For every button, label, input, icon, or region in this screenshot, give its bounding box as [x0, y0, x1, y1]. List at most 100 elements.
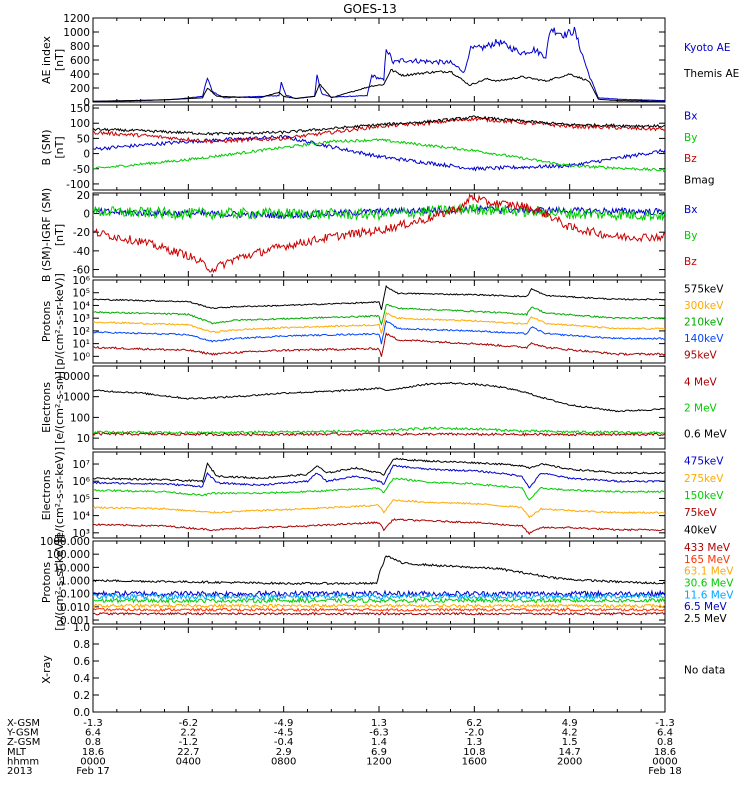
series-63-1-mev: [93, 603, 665, 609]
legend-275kev: 275keV: [684, 473, 724, 485]
table-cell: 18.6: [82, 747, 104, 758]
series-95kev: [93, 331, 665, 357]
y-tick-label: 1.000: [60, 576, 90, 588]
y-axis-unit: [p/(cm²-s-sr-keV)]: [53, 273, 66, 370]
y-tick-label: 1200: [63, 13, 90, 25]
y-tick-label: 10⁵: [72, 493, 90, 505]
series-group: [93, 381, 665, 437]
series-bx: [93, 134, 665, 172]
y-axis-label: Electrons: [40, 382, 53, 433]
series-210kev: [93, 303, 665, 326]
series-by: [93, 202, 665, 222]
y-axis-label: Electrons: [40, 469, 53, 520]
y-axis-unit: [nT]: [53, 224, 66, 246]
panel-frame: [92, 104, 666, 191]
legend-63-1-mev: 63.1 MeV: [684, 566, 734, 578]
legend-575kev: 575keV: [684, 283, 724, 295]
y-axis-unit: [nT]: [53, 136, 66, 158]
legend-bx: Bx: [684, 204, 697, 216]
y-tick-label: 20: [77, 190, 90, 202]
series-bmag: [93, 115, 665, 136]
table-row-label: Y-GSM: [6, 728, 39, 739]
table-row-label: MLT: [7, 747, 27, 758]
legend-4-mev: 4 MeV: [684, 377, 718, 389]
y-tick-label: 100.000: [47, 549, 90, 561]
series-11-6-mev: [93, 592, 665, 601]
y-tick-label: -60: [73, 265, 90, 277]
series-40kev: [93, 457, 665, 484]
y-tick-label: 10⁰: [72, 351, 90, 363]
legend-75kev: 75keV: [684, 507, 718, 519]
table-cell: -1.3: [83, 718, 103, 729]
series-themis-ae: [93, 68, 665, 102]
y-tick-label: 0: [83, 149, 90, 161]
table-cell: -1.3: [655, 718, 675, 729]
table-cell: -6.2: [179, 718, 199, 729]
y-tick-label: 800: [70, 41, 90, 53]
table-cell: Feb 18: [648, 766, 682, 777]
table-cell: 1.3: [466, 737, 482, 748]
legend-300kev: 300keV: [684, 300, 724, 312]
y-tick-label: 1000: [63, 392, 90, 404]
y-tick-label: 50: [77, 133, 90, 145]
table-cell: 4.2: [562, 728, 578, 739]
y-tick-label: 10²: [72, 326, 90, 338]
table-cell: -6.3: [369, 728, 389, 739]
table-cell: 0800: [271, 756, 296, 767]
legend-by: By: [684, 230, 697, 242]
y-tick-label: 0.0: [73, 707, 90, 719]
y-tick-label: 0.8: [73, 639, 90, 651]
y-tick-label: 10⁴: [72, 300, 90, 312]
y-tick-label: -40: [73, 246, 90, 258]
y-tick-label: 0: [83, 97, 90, 109]
y-tick-label: -100: [66, 179, 90, 191]
table-cell: 18.6: [654, 747, 676, 758]
y-axis-label: Protons: [40, 562, 53, 603]
y-tick-label: 10⁶: [72, 275, 90, 287]
table-cell: 6.4: [657, 728, 673, 739]
series-475kev: [93, 464, 665, 489]
table-cell: 0000: [80, 756, 105, 767]
panel-frame: [92, 626, 666, 713]
series-group: [93, 193, 665, 274]
y-tick-label: 10⁵: [72, 288, 90, 300]
legend-kyoto-ae: Kyoto AE: [684, 42, 730, 54]
y-tick-label: 1000: [63, 27, 90, 39]
series-2-5-mev: [93, 555, 665, 586]
series-4-mev: [93, 431, 665, 437]
series-bz: [93, 193, 665, 274]
y-tick-label: 10: [77, 433, 90, 445]
y-axis-label: AE index: [40, 35, 53, 84]
series-30-6-mev: [93, 597, 665, 604]
table-cell: 6.2: [466, 718, 482, 729]
series-group: [93, 555, 665, 616]
y-axis-label: B (SM): [40, 129, 53, 165]
y-tick-label: -50: [73, 164, 90, 176]
table-cell: 6.9: [371, 747, 387, 758]
table-cell: -4.9: [274, 718, 294, 729]
y-tick-label: 600: [70, 55, 90, 67]
y-tick-label: 200: [70, 83, 90, 95]
y-tick-label: 10⁴: [72, 511, 90, 523]
legend-95kev: 95keV: [684, 350, 718, 362]
table-cell: 0000: [652, 756, 677, 767]
legend-140kev: 140keV: [684, 333, 724, 345]
table-row-label: hhmm: [7, 756, 39, 767]
no-data-note: No data: [684, 665, 725, 677]
y-tick-label: 1000.000: [40, 536, 90, 548]
table-cell: 0400: [176, 756, 201, 767]
series-300kev: [93, 311, 665, 335]
legend-bmag: Bmag: [684, 174, 715, 186]
series-group: [93, 457, 665, 536]
legend-by: By: [684, 132, 697, 144]
legend-6-5-mev: 6.5 MeV: [684, 601, 728, 613]
legend-bz: Bz: [684, 256, 697, 268]
series-575kev: [93, 284, 665, 310]
table-cell: 1200: [366, 756, 391, 767]
y-axis-label: X-ray: [40, 655, 53, 684]
y-tick-label: 0.6: [73, 656, 90, 668]
panel-electrons_mev: 10 100 1000 10000 Electrons [e/(cm²-s-sr)] 4 M…: [40, 365, 728, 450]
